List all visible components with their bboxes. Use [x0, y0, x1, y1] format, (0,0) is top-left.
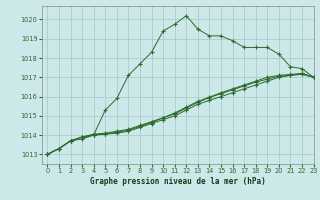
X-axis label: Graphe pression niveau de la mer (hPa): Graphe pression niveau de la mer (hPa): [90, 177, 266, 186]
